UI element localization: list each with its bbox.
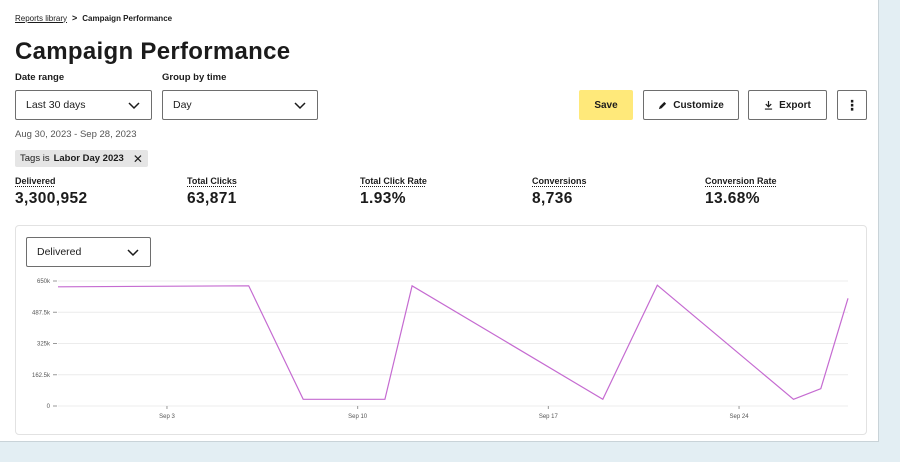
report-panel: Reports library > Campaign Performance C… [0, 0, 879, 442]
more-options-button[interactable]: ⋮ [837, 90, 867, 120]
breadcrumb-separator: > [72, 13, 78, 23]
chart-metric-select[interactable]: Delivered [26, 237, 151, 267]
stat-delivered: Delivered 3,300,952 [15, 176, 88, 208]
stat-label[interactable]: Total Click Rate [360, 176, 427, 186]
stat-label[interactable]: Total Clicks [187, 176, 237, 186]
stat-label[interactable]: Conversion Rate [705, 176, 777, 186]
chevron-down-icon [294, 102, 306, 110]
group-by-time-value: Day [173, 99, 192, 111]
x-tick-label: Sep 10 [348, 414, 368, 420]
stat-label[interactable]: Delivered [15, 176, 56, 186]
more-options-icon: ⋮ [845, 96, 859, 113]
stat-value: 8,736 [532, 190, 573, 207]
date-span-text: Aug 30, 2023 - Sep 28, 2023 [15, 129, 137, 140]
series-line [57, 284, 849, 401]
line-chart: 0 162.5k 325k 487.5k 650k Sep 3 Sep 10 Sep 17 Se… [32, 279, 849, 420]
breadcrumb-current: Campaign Performance [82, 13, 173, 23]
y-tick-label: 162.5k [32, 373, 51, 379]
group-by-time-select[interactable]: Day [162, 90, 318, 120]
stat-value: 3,300,952 [15, 190, 88, 207]
breadcrumb: Reports library > Campaign Performance [15, 13, 172, 23]
pencil-icon [659, 101, 667, 109]
export-button-label: Export [779, 99, 811, 111]
save-button-label: Save [594, 99, 618, 111]
save-button[interactable]: Save [579, 90, 633, 120]
stat-conversions: Conversions 8,736 [532, 176, 587, 208]
stat-value: 63,871 [187, 190, 237, 207]
chart-card: Delivered 0 162.5k 325k 487.5k 650k Sep 3 Sep … [15, 225, 867, 435]
breadcrumb-reports-library-link[interactable]: Reports library [15, 13, 68, 23]
tag-filter-value: Labor Day 2023 [53, 153, 124, 164]
stat-total-clicks: Total Clicks 63,871 [187, 176, 237, 208]
x-tick-label: Sep 24 [730, 414, 750, 420]
chevron-down-icon [128, 102, 140, 110]
group-by-time-label: Group by time [162, 72, 227, 83]
stat-value: 13.68% [705, 190, 760, 207]
stat-label[interactable]: Conversions [532, 176, 587, 186]
stat-total-click-rate: Total Click Rate 1.93% [360, 176, 427, 208]
y-tick-label: 487.5k [32, 310, 51, 316]
customize-button[interactable]: Customize [643, 90, 739, 120]
tag-filter-chip: Tags is Labor Day 2023 ✕ [15, 150, 148, 167]
chevron-down-icon [127, 249, 139, 257]
y-tick-label: 0 [47, 404, 51, 410]
y-tick-label: 325k [37, 342, 51, 348]
stat-conversion-rate: Conversion Rate 13.68% [705, 176, 777, 208]
page-title: Campaign Performance [15, 38, 291, 65]
chart-metric-value: Delivered [37, 246, 82, 258]
x-tick-label: Sep 17 [539, 414, 559, 420]
y-tick-label: 650k [37, 279, 51, 285]
x-tick-label: Sep 3 [159, 414, 175, 420]
date-range-value: Last 30 days [26, 99, 86, 111]
tag-filter-prefix: Tags is [20, 153, 50, 164]
date-range-select[interactable]: Last 30 days [15, 90, 152, 120]
remove-tag-filter-icon[interactable]: ✕ [132, 151, 143, 166]
stat-value: 1.93% [360, 190, 406, 207]
customize-button-label: Customize [673, 99, 724, 111]
download-icon [765, 100, 773, 110]
export-button[interactable]: Export [748, 90, 827, 120]
date-range-label: Date range [15, 72, 65, 83]
